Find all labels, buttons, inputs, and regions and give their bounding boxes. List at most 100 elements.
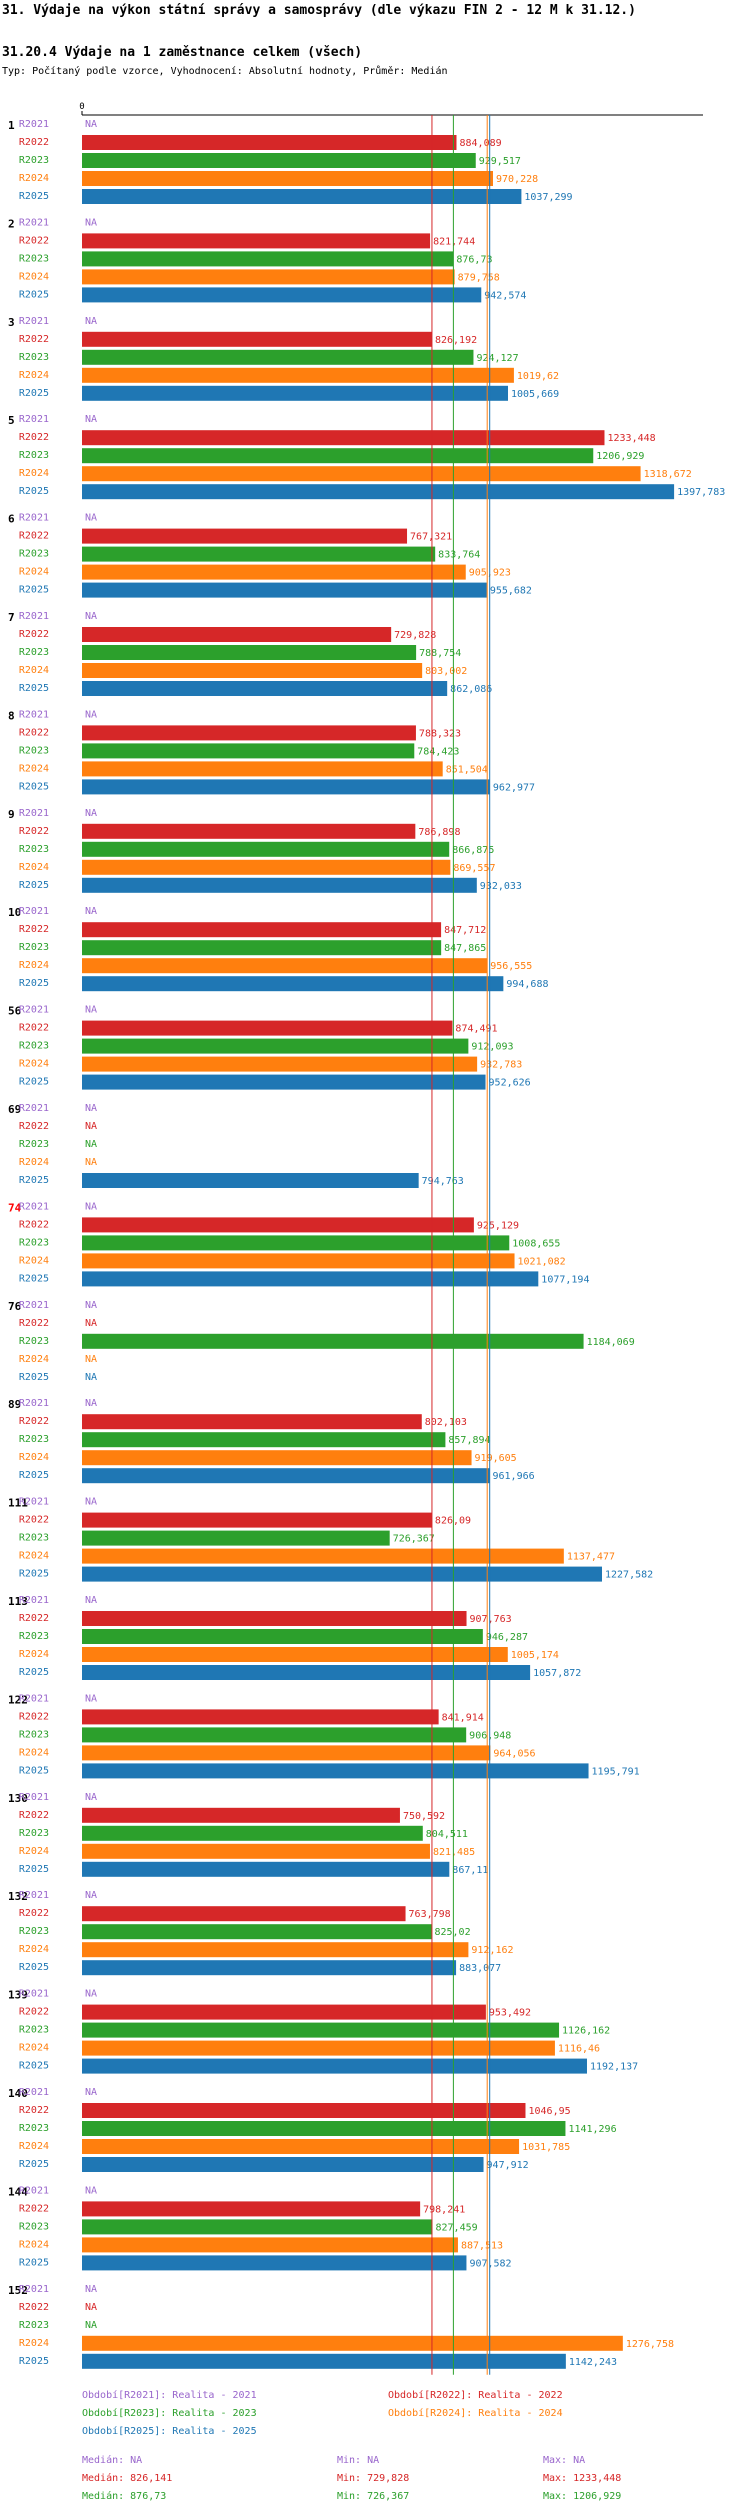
series-label-R2023: R2023 bbox=[19, 352, 49, 363]
category-label-111: 111 bbox=[8, 1497, 28, 1510]
series-label-R2022: R2022 bbox=[19, 2302, 49, 2313]
series-label-R2022: R2022 bbox=[19, 1318, 49, 1329]
series-label-R2025: R2025 bbox=[19, 880, 49, 891]
series-label-R2021: R2021 bbox=[19, 1792, 49, 1803]
series-label-R2025: R2025 bbox=[19, 1470, 49, 1481]
data-label: 953,492 bbox=[489, 2008, 531, 2019]
data-label: 912,162 bbox=[471, 1945, 513, 1956]
series-label-R2021: R2021 bbox=[19, 513, 49, 524]
series-label-R2022: R2022 bbox=[19, 727, 49, 738]
series-label-R2025: R2025 bbox=[19, 289, 49, 300]
na-label: NA bbox=[85, 808, 97, 819]
series-label-R2025: R2025 bbox=[19, 1175, 49, 1186]
category-label-1: 1 bbox=[8, 119, 15, 132]
bar-111-R2022 bbox=[82, 1512, 432, 1528]
bar-139-R2023 bbox=[82, 2022, 560, 2038]
data-label: 887,513 bbox=[461, 2240, 503, 2251]
bar-8-R2024 bbox=[82, 761, 443, 777]
data-label: 784,423 bbox=[417, 746, 459, 757]
data-label: 847,865 bbox=[444, 943, 486, 954]
chart-description: Typ: Počítaný podle vzorce, Vyhodnocení:… bbox=[2, 66, 448, 77]
na-label: NA bbox=[85, 906, 97, 917]
data-label: 1137,477 bbox=[567, 1552, 615, 1563]
series-label-R2021: R2021 bbox=[19, 1398, 49, 1409]
na-label: NA bbox=[85, 2302, 97, 2313]
bar-1-R2022 bbox=[82, 135, 457, 150]
bar-2-R2023 bbox=[82, 251, 454, 267]
series-label-R2022: R2022 bbox=[19, 629, 49, 640]
na-label: NA bbox=[85, 1157, 97, 1168]
series-label-R2025: R2025 bbox=[19, 1569, 49, 1580]
data-label: 867,11 bbox=[452, 1865, 488, 1876]
category-label-3: 3 bbox=[8, 316, 15, 329]
series-label-R2023: R2023 bbox=[19, 1533, 49, 1544]
series-label-R2024: R2024 bbox=[19, 468, 49, 479]
series-label-R2023: R2023 bbox=[19, 2123, 49, 2134]
na-label: NA bbox=[85, 1103, 97, 1114]
series-label-R2021: R2021 bbox=[19, 1989, 49, 2000]
bar-9-R2024 bbox=[82, 859, 451, 875]
na-label: NA bbox=[85, 2284, 97, 2295]
series-label-R2021: R2021 bbox=[19, 414, 49, 425]
na-label: NA bbox=[85, 1318, 97, 1329]
data-label: 821,744 bbox=[433, 236, 475, 247]
na-label: NA bbox=[85, 119, 97, 130]
category-label-9: 9 bbox=[8, 808, 15, 821]
data-label: 1206,929 bbox=[596, 451, 644, 462]
series-label-R2021: R2021 bbox=[19, 1595, 49, 1606]
stat-max-R2021: Max: NA bbox=[543, 2455, 585, 2466]
bar-9-R2022 bbox=[82, 823, 416, 839]
bar-74-R2024 bbox=[82, 1253, 515, 1269]
stat-median-R2023: Medián: 876,73 bbox=[82, 2490, 166, 2502]
bar-6-R2022 bbox=[82, 528, 408, 544]
series-label-R2024: R2024 bbox=[19, 1649, 49, 1660]
na-label: NA bbox=[85, 1354, 97, 1365]
data-label: 924,127 bbox=[476, 353, 518, 364]
na-label: NA bbox=[85, 1595, 97, 1606]
category-label-89: 89 bbox=[8, 1398, 21, 1411]
na-label: NA bbox=[85, 611, 97, 622]
bar-139-R2024 bbox=[82, 2040, 555, 2056]
series-label-R2021: R2021 bbox=[19, 611, 49, 622]
category-label-2: 2 bbox=[8, 217, 15, 230]
data-label: 970,228 bbox=[496, 174, 538, 185]
data-label: 802,103 bbox=[425, 1417, 467, 1428]
data-label: 825,02 bbox=[434, 1927, 470, 1938]
data-label: 866,875 bbox=[452, 845, 494, 856]
series-label-R2024: R2024 bbox=[19, 1255, 49, 1266]
series-label-R2025: R2025 bbox=[19, 1273, 49, 1284]
na-label: NA bbox=[85, 1372, 97, 1383]
series-label-R2025: R2025 bbox=[19, 388, 49, 399]
series-label-R2022: R2022 bbox=[19, 1219, 49, 1230]
series-label-R2022: R2022 bbox=[19, 137, 49, 148]
data-label: 847,712 bbox=[444, 925, 486, 936]
series-label-R2021: R2021 bbox=[19, 2284, 49, 2295]
bar-5-R2022 bbox=[82, 430, 605, 446]
data-label: 1031,785 bbox=[522, 2142, 570, 2153]
data-label: 1184,069 bbox=[587, 1337, 635, 1348]
data-label: 952,626 bbox=[489, 1078, 531, 1089]
data-label: 827,459 bbox=[436, 2222, 478, 2233]
data-label: 1195,791 bbox=[592, 1766, 640, 1777]
series-label-R2021: R2021 bbox=[19, 2087, 49, 2098]
series-label-R2024: R2024 bbox=[19, 1354, 49, 1365]
data-label: 1008,655 bbox=[512, 1238, 560, 1249]
series-label-R2023: R2023 bbox=[19, 647, 49, 658]
data-label: 1276,758 bbox=[626, 2339, 674, 2350]
bar-1-R2023 bbox=[82, 153, 476, 168]
bar-1-R2025 bbox=[82, 189, 522, 204]
bar-89-R2025 bbox=[82, 1468, 490, 1484]
series-label-R2024: R2024 bbox=[19, 1157, 49, 1168]
bar-6-R2025 bbox=[82, 582, 487, 598]
bar-9-R2023 bbox=[82, 841, 450, 857]
data-label: 907,582 bbox=[469, 2258, 511, 2269]
category-label-130: 130 bbox=[8, 1792, 28, 1805]
data-label: 1126,162 bbox=[562, 2026, 610, 2037]
bar-144-R2023 bbox=[82, 2219, 433, 2235]
series-label-R2022: R2022 bbox=[19, 924, 49, 935]
legend-entry-R2024: Období[R2024]: Realita - 2024 bbox=[388, 2407, 563, 2419]
series-label-R2021: R2021 bbox=[19, 709, 49, 720]
series-label-R2023: R2023 bbox=[19, 942, 49, 953]
bar-111-R2023 bbox=[82, 1530, 390, 1546]
data-label: 1021,082 bbox=[518, 1256, 566, 1267]
